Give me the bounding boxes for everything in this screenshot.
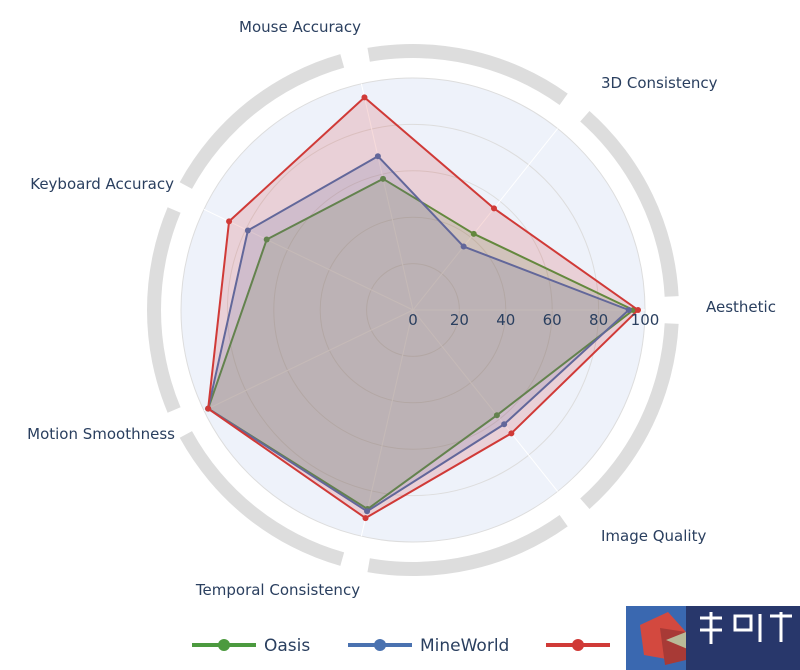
legend-label: Oasis [264, 636, 310, 656]
watermark-logo [626, 606, 800, 670]
data-point [263, 236, 270, 243]
data-point [501, 421, 508, 428]
ring-segment [580, 110, 679, 297]
data-point [244, 227, 251, 234]
axis-label: Aesthetic [706, 298, 776, 316]
legend: Oasis MineWorld [192, 636, 610, 656]
series-group [205, 153, 632, 515]
data-point [205, 405, 212, 412]
series-polygon [207, 155, 630, 513]
axis-label: 3D Consistency [601, 74, 718, 92]
axis-label: Mouse Accuracy [239, 18, 361, 36]
ring-segment [146, 207, 181, 413]
axis-label: Temporal Consistency [195, 581, 360, 599]
data-point [361, 94, 368, 101]
ring-segment [580, 323, 679, 510]
data-point [374, 153, 381, 160]
logo-shape [666, 632, 690, 650]
data-point [226, 218, 233, 225]
data-point [493, 412, 500, 419]
data-point [625, 307, 632, 313]
grid-spoke [360, 83, 414, 311]
logo-glyphs [700, 612, 792, 644]
legend-label: MineWorld [420, 636, 509, 656]
axis-label: Keyboard Accuracy [30, 175, 174, 193]
radial-tick-labels: 0 20 40 60 80 100 [408, 311, 659, 329]
data-point [460, 243, 467, 250]
legend-item[interactable] [546, 639, 610, 651]
legend-item[interactable]: MineWorld [348, 636, 509, 656]
legend-marker [374, 639, 386, 651]
legend-item[interactable]: Oasis [192, 636, 310, 656]
radial-tick-label: 20 [450, 311, 469, 329]
legend-marker [218, 639, 230, 651]
axis-label: Image Quality [601, 527, 706, 545]
grid-spoke [412, 128, 559, 311]
data-point [470, 230, 477, 237]
series-group [205, 94, 642, 522]
data-point [508, 430, 515, 437]
data-point [364, 508, 371, 515]
axis-label: Motion Smoothness [27, 425, 175, 443]
radial-tick-label: 0 [408, 311, 418, 329]
grid-spoke [203, 208, 414, 311]
decorative-ring [146, 44, 679, 576]
series-polygon [207, 177, 635, 511]
ring-segment [179, 54, 345, 189]
data-point [362, 515, 369, 522]
data-point [491, 205, 498, 212]
grid-spoke [203, 309, 414, 412]
ring-segment [367, 44, 568, 106]
radial-tick-label: 60 [543, 311, 562, 329]
polar-grid [180, 77, 646, 543]
ring-segment [179, 431, 345, 566]
radial-tick-label: 40 [496, 311, 515, 329]
radial-tick-label: 80 [589, 311, 608, 329]
grid-spoke [412, 309, 559, 492]
legend-marker [572, 639, 584, 651]
data-point [635, 307, 642, 313]
radial-tick-label: 100 [631, 311, 660, 329]
grid-spoke [360, 309, 414, 537]
data-point [380, 175, 387, 182]
series-polygon [207, 96, 640, 520]
ring-segment [367, 514, 568, 576]
series-layer [205, 94, 642, 522]
axis-labels: Aesthetic 3D Consistency Mouse Accuracy Key… [27, 18, 776, 599]
